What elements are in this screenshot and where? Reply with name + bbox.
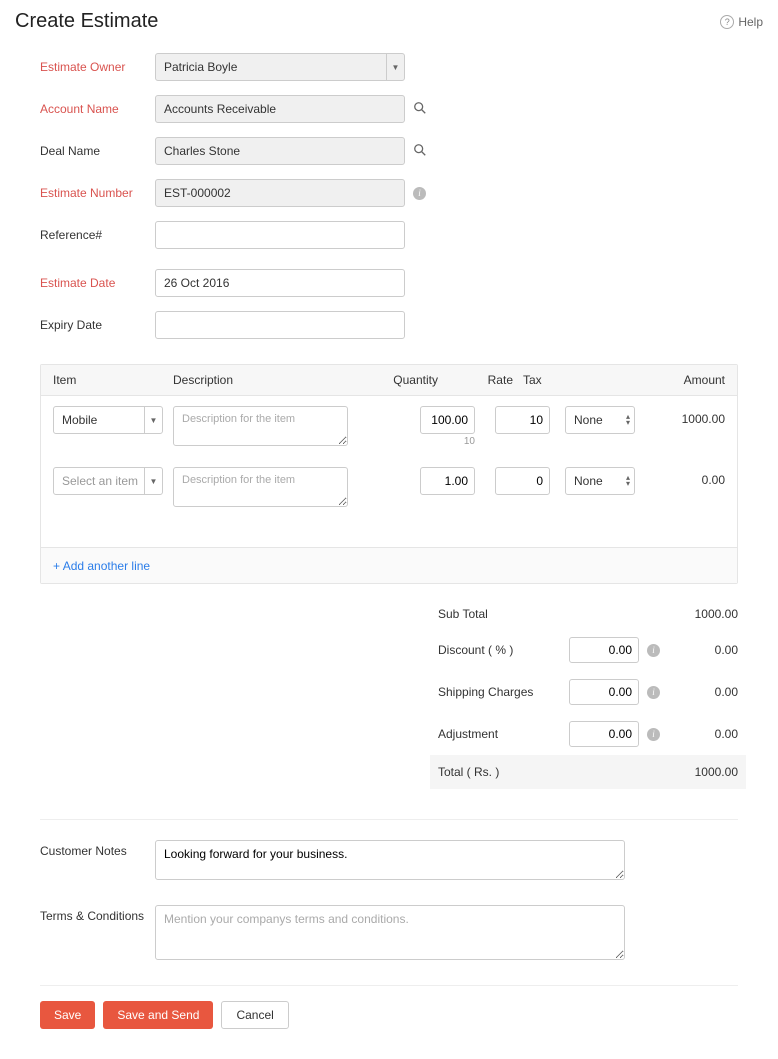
save-send-button[interactable]: Save and Send — [103, 1001, 213, 1029]
item-select[interactable]: Select an item ▼ — [53, 467, 163, 495]
help-icon: ? — [720, 15, 734, 29]
item-tax-select[interactable]: None ▴▾ — [565, 406, 635, 434]
col-desc-header: Description — [173, 373, 363, 387]
adjustment-amount: 0.00 — [668, 727, 738, 741]
customer-notes-label: Customer Notes — [40, 840, 155, 880]
reference-input[interactable] — [155, 221, 405, 249]
col-item-header: Item — [53, 373, 173, 387]
estimate-date-label: Estimate Date — [40, 276, 155, 290]
adjustment-label: Adjustment — [438, 727, 569, 741]
cancel-button[interactable]: Cancel — [221, 1001, 288, 1029]
qty-subnote: 10 — [400, 436, 475, 447]
shipping-amount: 0.00 — [668, 685, 738, 699]
item-qty-input[interactable] — [420, 406, 475, 434]
chevron-down-icon: ▼ — [386, 54, 404, 80]
discount-amount: 0.00 — [668, 643, 738, 657]
subtotal-label: Sub Total — [438, 607, 668, 621]
shipping-input[interactable] — [569, 679, 639, 705]
chevron-down-icon: ▼ — [144, 407, 162, 433]
item-tax-select[interactable]: None ▴▾ — [565, 467, 635, 495]
reference-label: Reference# — [40, 228, 155, 242]
expiry-date-label: Expiry Date — [40, 318, 155, 332]
customer-notes-input[interactable] — [155, 840, 625, 880]
info-icon[interactable]: i — [413, 187, 426, 200]
account-name-input[interactable]: Accounts Receivable — [155, 95, 405, 123]
col-rate-header: Rate — [438, 373, 513, 387]
estimate-number-input[interactable] — [155, 179, 405, 207]
search-icon[interactable] — [413, 101, 427, 118]
subtotal-amount: 1000.00 — [668, 607, 738, 621]
total-amount: 1000.00 — [668, 765, 738, 779]
col-amount-header: Amount — [593, 373, 725, 387]
item-amount: 0.00 — [635, 467, 725, 487]
estimate-date-input[interactable] — [155, 269, 405, 297]
item-row: Select an item ▼ None ▴▾ 0.00 — [41, 457, 737, 517]
item-qty-input[interactable] — [420, 467, 475, 495]
estimate-owner-select[interactable]: Patricia Boyle ▼ — [155, 53, 405, 81]
save-button[interactable]: Save — [40, 1001, 95, 1029]
discount-input[interactable] — [569, 637, 639, 663]
page-title: Create Estimate — [15, 10, 158, 33]
help-link[interactable]: ? Help — [720, 15, 763, 29]
col-qty-header: Quantity — [363, 373, 438, 387]
deal-name-label: Deal Name — [40, 144, 155, 158]
item-select[interactable]: Mobile ▼ — [53, 406, 163, 434]
help-label: Help — [738, 15, 763, 29]
chevron-down-icon: ▼ — [144, 468, 162, 494]
discount-label: Discount ( % ) — [438, 643, 569, 657]
item-description-input[interactable] — [173, 406, 348, 446]
expiry-date-input[interactable] — [155, 311, 405, 339]
info-icon[interactable]: i — [647, 728, 660, 741]
deal-name-input[interactable]: Charles Stone — [155, 137, 405, 165]
item-rate-input[interactable] — [495, 406, 550, 434]
shipping-label: Shipping Charges — [438, 685, 569, 699]
terms-label: Terms & Conditions — [40, 905, 155, 960]
account-name-label: Account Name — [40, 102, 155, 116]
item-rate-input[interactable] — [495, 467, 550, 495]
adjustment-input[interactable] — [569, 721, 639, 747]
items-table: Item Description Quantity Rate Tax Amoun… — [40, 364, 738, 584]
item-amount: 1000.00 — [635, 406, 725, 426]
add-line-link[interactable]: + Add another line — [53, 559, 150, 573]
info-icon[interactable]: i — [647, 644, 660, 657]
info-icon[interactable]: i — [647, 686, 660, 699]
item-description-input[interactable] — [173, 467, 348, 507]
estimate-number-label: Estimate Number — [40, 186, 155, 200]
updown-icon: ▴▾ — [626, 414, 630, 426]
terms-input[interactable] — [155, 905, 625, 960]
item-row: Mobile ▼ 10 None ▴▾ 1000.00 — [41, 396, 737, 457]
total-label: Total ( Rs. ) — [438, 765, 668, 779]
updown-icon: ▴▾ — [626, 475, 630, 487]
search-icon[interactable] — [413, 143, 427, 160]
estimate-owner-label: Estimate Owner — [40, 60, 155, 74]
col-tax-header: Tax — [513, 373, 593, 387]
